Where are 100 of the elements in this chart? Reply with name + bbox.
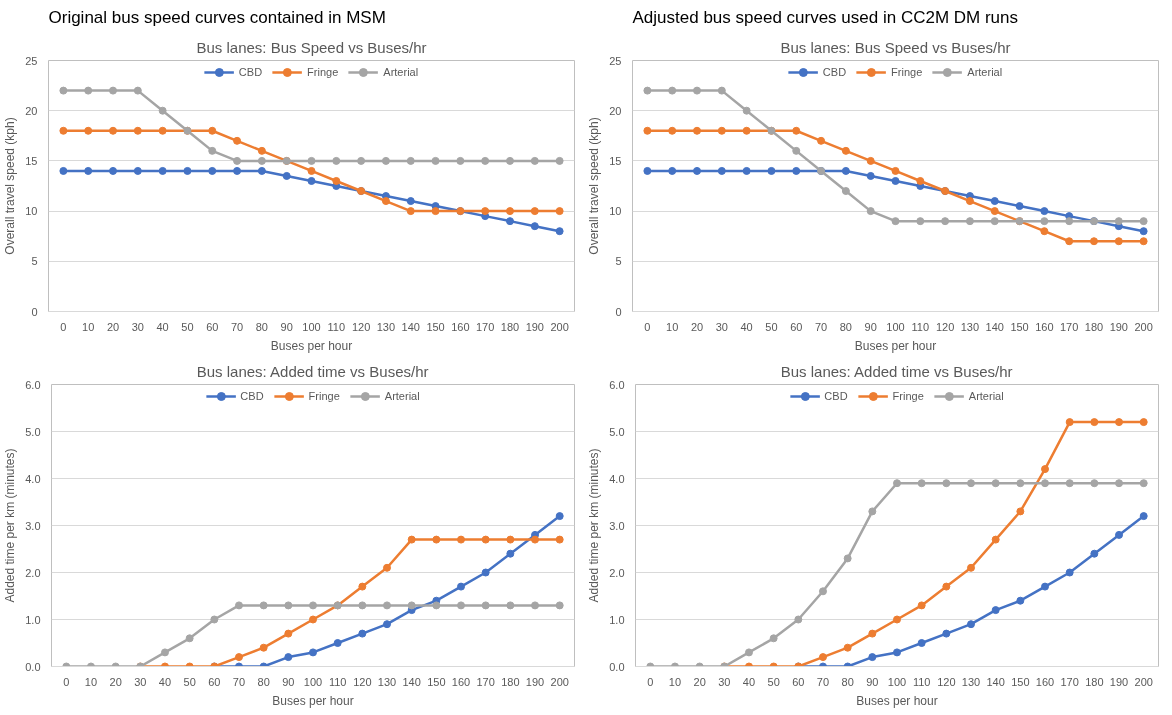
point: [407, 535, 416, 544]
point: [917, 479, 926, 488]
point: [841, 166, 850, 175]
chart-title: Bus lanes: Added time vs Buses/hr: [196, 362, 429, 380]
y-tick-label: 20: [609, 104, 622, 117]
point: [1139, 237, 1148, 246]
point: [1089, 237, 1098, 246]
point: [59, 126, 68, 135]
point: [257, 156, 266, 165]
point: [531, 601, 540, 610]
point: [868, 653, 877, 662]
legend-label: CBD: [822, 66, 847, 78]
point: [1040, 217, 1049, 226]
point: [868, 507, 877, 516]
point: [668, 126, 677, 135]
point: [257, 166, 266, 175]
point: [406, 207, 415, 216]
point: [792, 166, 801, 175]
point: [843, 554, 852, 563]
x-tick-label: 200: [1134, 320, 1153, 333]
point: [693, 86, 702, 95]
x-axis-title: Buses per hour: [272, 693, 354, 708]
point: [1090, 479, 1099, 488]
point: [942, 582, 951, 591]
point: [1115, 418, 1124, 427]
x-tick-label: 180: [500, 320, 520, 333]
point: [965, 217, 974, 226]
point: [555, 207, 564, 216]
point: [506, 549, 515, 558]
point: [358, 601, 367, 610]
y-tick-label: 2.0: [609, 566, 625, 579]
point: [1139, 479, 1148, 488]
point: [210, 615, 219, 624]
point: [307, 176, 316, 185]
x-tick-label: 80: [841, 675, 854, 688]
y-tick-label: 5: [615, 255, 622, 268]
point: [643, 86, 652, 95]
legend-label: Arterial: [383, 66, 419, 78]
x-tick-label: 150: [1011, 675, 1030, 688]
point: [481, 156, 490, 165]
point: [208, 126, 217, 135]
point: [481, 207, 490, 216]
point: [717, 86, 726, 95]
point: [643, 166, 652, 175]
point: [866, 207, 875, 216]
point: [1065, 217, 1074, 226]
y-tick-label: 0: [31, 305, 38, 318]
point: [1041, 479, 1050, 488]
legend-label: CBD: [240, 390, 264, 402]
x-tick-label: 120: [935, 320, 955, 333]
x-tick-label: 30: [718, 675, 731, 688]
x-tick-label: 40: [158, 675, 172, 688]
point: [893, 615, 901, 624]
point: [530, 156, 539, 165]
x-tick-label: 10: [84, 675, 98, 688]
x-tick-label: 50: [767, 675, 780, 688]
point: [530, 207, 539, 216]
point: [531, 535, 540, 544]
x-tick-label: 90: [864, 320, 877, 333]
point: [481, 535, 490, 544]
point: [185, 634, 194, 643]
point: [383, 601, 392, 610]
x-tick-label: 140: [986, 675, 1005, 688]
point: [505, 217, 514, 226]
point: [742, 126, 751, 135]
point: [233, 156, 242, 165]
point: [307, 166, 316, 175]
y-tick-label: 0.0: [25, 660, 41, 673]
point: [1139, 512, 1148, 521]
point: [967, 620, 976, 629]
x-tick-label: 100: [887, 675, 907, 688]
point: [257, 146, 266, 155]
legend-label: Arterial: [968, 390, 1004, 402]
point: [1041, 465, 1050, 474]
x-tick-label: 90: [282, 675, 295, 688]
point: [457, 601, 466, 610]
point: [893, 479, 901, 488]
x-tick-label: 80: [257, 675, 270, 688]
x-tick-label: 190: [1109, 675, 1129, 688]
point: [891, 176, 900, 185]
point: [990, 197, 999, 206]
point: [1065, 237, 1074, 246]
point: [160, 648, 169, 657]
point: [1016, 507, 1025, 516]
point: [967, 563, 976, 572]
x-tick-label: 120: [353, 675, 372, 688]
x-tick-label: 50: [183, 675, 196, 688]
chart-title: Bus lanes: Bus Speed vs Buses/hr: [196, 38, 427, 56]
point: [866, 156, 875, 165]
x-tick-label: 70: [230, 320, 244, 333]
point: [158, 126, 167, 135]
point: [332, 176, 341, 185]
legend-label: Fringe: [308, 390, 340, 402]
x-tick-label: 160: [451, 675, 471, 688]
point: [991, 606, 1000, 615]
x-tick-label: 0: [63, 675, 70, 688]
x-tick-label: 40: [740, 320, 753, 333]
point: [990, 217, 999, 226]
point: [59, 166, 68, 175]
y-tick-label: 4.0: [25, 472, 41, 485]
